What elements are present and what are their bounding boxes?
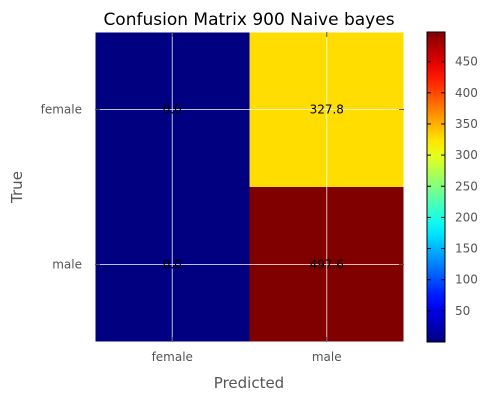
colorbar-tick-label: 300 [455, 148, 478, 162]
x-axis-label: Predicted [214, 374, 284, 392]
heatmap-plot: 0.0 327.8 0.0 497.6 female male female male [41, 31, 405, 364]
chart-title: Confusion Matrix 900 Naive bayes [103, 10, 394, 30]
cell-value-label: 497.6 [310, 258, 344, 272]
colorbar: 50 100 150 200 250 300 350 400 450 [426, 31, 478, 343]
colorbar-tick-label: 450 [455, 55, 478, 69]
colorbar-tick-label: 50 [455, 304, 470, 318]
colorbar-tick-label: 350 [455, 117, 478, 131]
colorbar-tick-label: 100 [455, 273, 478, 287]
colorbar-tick-label: 200 [455, 210, 478, 224]
colorbar-tick-label: 250 [455, 179, 478, 193]
colorbar-tick-label: 400 [455, 86, 478, 100]
plot-frame [94, 31, 405, 343]
cell-value-label: 327.8 [310, 103, 344, 117]
cell-value-label: 0.0 [163, 258, 182, 272]
y-tick-label: male [52, 258, 82, 272]
y-tick-label: female [41, 103, 82, 117]
colorbar-gradient [426, 31, 446, 343]
colorbar-tick-label: 150 [455, 242, 478, 256]
x-tick-label: male [312, 350, 342, 364]
y-axis-label: True [8, 171, 26, 204]
x-tick-label: female [152, 350, 193, 364]
cell-value-label: 0.0 [163, 103, 182, 117]
